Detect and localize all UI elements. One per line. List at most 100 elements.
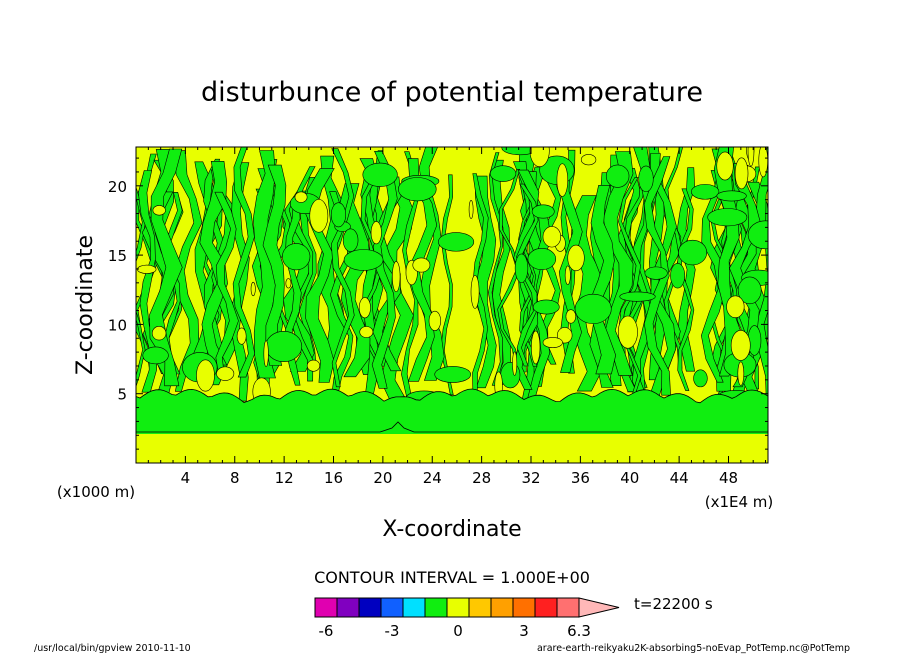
yellow-island	[716, 151, 734, 181]
yellow-island	[370, 221, 382, 245]
x-tick-label: 32	[521, 469, 540, 487]
blob	[737, 276, 762, 305]
y-tick-label: 10	[108, 316, 127, 334]
colorbar-cell	[402, 597, 426, 618]
yellow-island	[470, 275, 480, 309]
yellow-island	[617, 315, 638, 349]
yellow-island	[580, 154, 597, 166]
yellow-island	[556, 327, 573, 344]
y-tick-label: 20	[108, 178, 127, 196]
plume	[440, 174, 454, 396]
lower-band-edge	[136, 388, 768, 420]
y-tick-label: 15	[108, 247, 127, 265]
blob	[747, 220, 768, 250]
yellow-island	[542, 337, 563, 349]
plume	[230, 162, 250, 402]
yellow-island	[747, 147, 755, 167]
colorbar-cell	[512, 597, 536, 618]
blob	[693, 369, 708, 388]
colorbar-tick-label: 3	[519, 622, 529, 640]
plume	[474, 175, 497, 389]
yellow-island	[250, 281, 256, 297]
colorbar-cell	[380, 597, 404, 618]
yellow-island	[468, 200, 474, 219]
lower-band-contour	[136, 421, 768, 433]
yellow-island	[216, 366, 235, 381]
colorbar-cell	[424, 597, 448, 618]
plot-frame	[135, 146, 769, 464]
x-tick-label: 40	[620, 469, 639, 487]
blob	[142, 346, 169, 365]
colorbar-cell	[468, 597, 492, 618]
colorbar-cell	[358, 597, 382, 618]
yellow-island	[306, 359, 321, 372]
yellow-island	[391, 261, 401, 293]
blob	[638, 165, 654, 193]
blob	[362, 162, 398, 187]
yellow-island	[359, 326, 374, 338]
colorbar-triangle	[578, 597, 620, 618]
footer-left: /usr/local/bin/gpview 2010-11-10	[34, 643, 191, 654]
x-tick-label: 28	[472, 469, 491, 487]
yellow-island	[567, 244, 585, 272]
x-axis-label: X-coordinate	[382, 517, 521, 542]
yellow-island	[137, 264, 157, 274]
y-tick-label: 5	[117, 386, 127, 404]
y-unit-label: (x1000 m)	[57, 483, 135, 501]
plume	[700, 148, 728, 383]
plume	[516, 183, 539, 367]
plume	[174, 150, 203, 392]
blob	[619, 291, 656, 302]
yellow-island	[412, 257, 431, 273]
colorbar-tick-label: -6	[319, 622, 334, 640]
upper-field	[136, 147, 768, 406]
colorbar-tick-label: -3	[385, 622, 400, 640]
yellow-island	[309, 199, 329, 233]
x-tick-label: 24	[423, 469, 442, 487]
blob	[434, 366, 472, 383]
x-tick-label: 12	[275, 469, 294, 487]
yellow-island	[428, 310, 442, 331]
blob	[438, 232, 475, 252]
plume	[262, 164, 287, 366]
x-unit-label: (x1E4 m)	[705, 493, 774, 511]
blob	[489, 165, 517, 182]
blob	[644, 266, 668, 280]
x-tick-label: 4	[181, 469, 191, 487]
blob	[716, 190, 747, 202]
x-tick-label: 20	[373, 469, 392, 487]
colorbar-cell	[556, 597, 580, 618]
yellow-island	[152, 205, 166, 216]
blob	[670, 262, 686, 289]
plume	[330, 148, 355, 388]
colorbar-cell	[534, 597, 558, 618]
yellow-island	[737, 361, 745, 386]
blob	[532, 299, 560, 315]
yellow-island	[512, 351, 518, 376]
blob	[514, 253, 529, 283]
blob	[343, 249, 384, 271]
plume	[199, 161, 228, 366]
yellow-island	[564, 265, 571, 285]
colorbar	[314, 597, 620, 618]
x-tick-label: 8	[230, 469, 240, 487]
plume	[232, 147, 256, 378]
yellow-island	[151, 326, 167, 341]
y-axis-label: Z-coordinate	[73, 235, 98, 375]
blob	[342, 228, 359, 252]
yellow-island	[531, 330, 541, 365]
x-tick-label: 44	[670, 469, 689, 487]
yellow-island	[285, 278, 292, 289]
blob	[605, 164, 630, 188]
colorbar-cell	[446, 597, 470, 618]
blob	[690, 184, 720, 200]
yellow-island	[556, 163, 569, 197]
contour-interval-label: CONTOUR INTERVAL = 1.000E+00	[314, 568, 590, 587]
plume	[623, 175, 648, 388]
blob	[282, 243, 311, 271]
yellow-island	[730, 329, 751, 361]
yellow-island	[529, 147, 550, 168]
yellow-island	[196, 359, 215, 392]
blob	[265, 331, 303, 362]
